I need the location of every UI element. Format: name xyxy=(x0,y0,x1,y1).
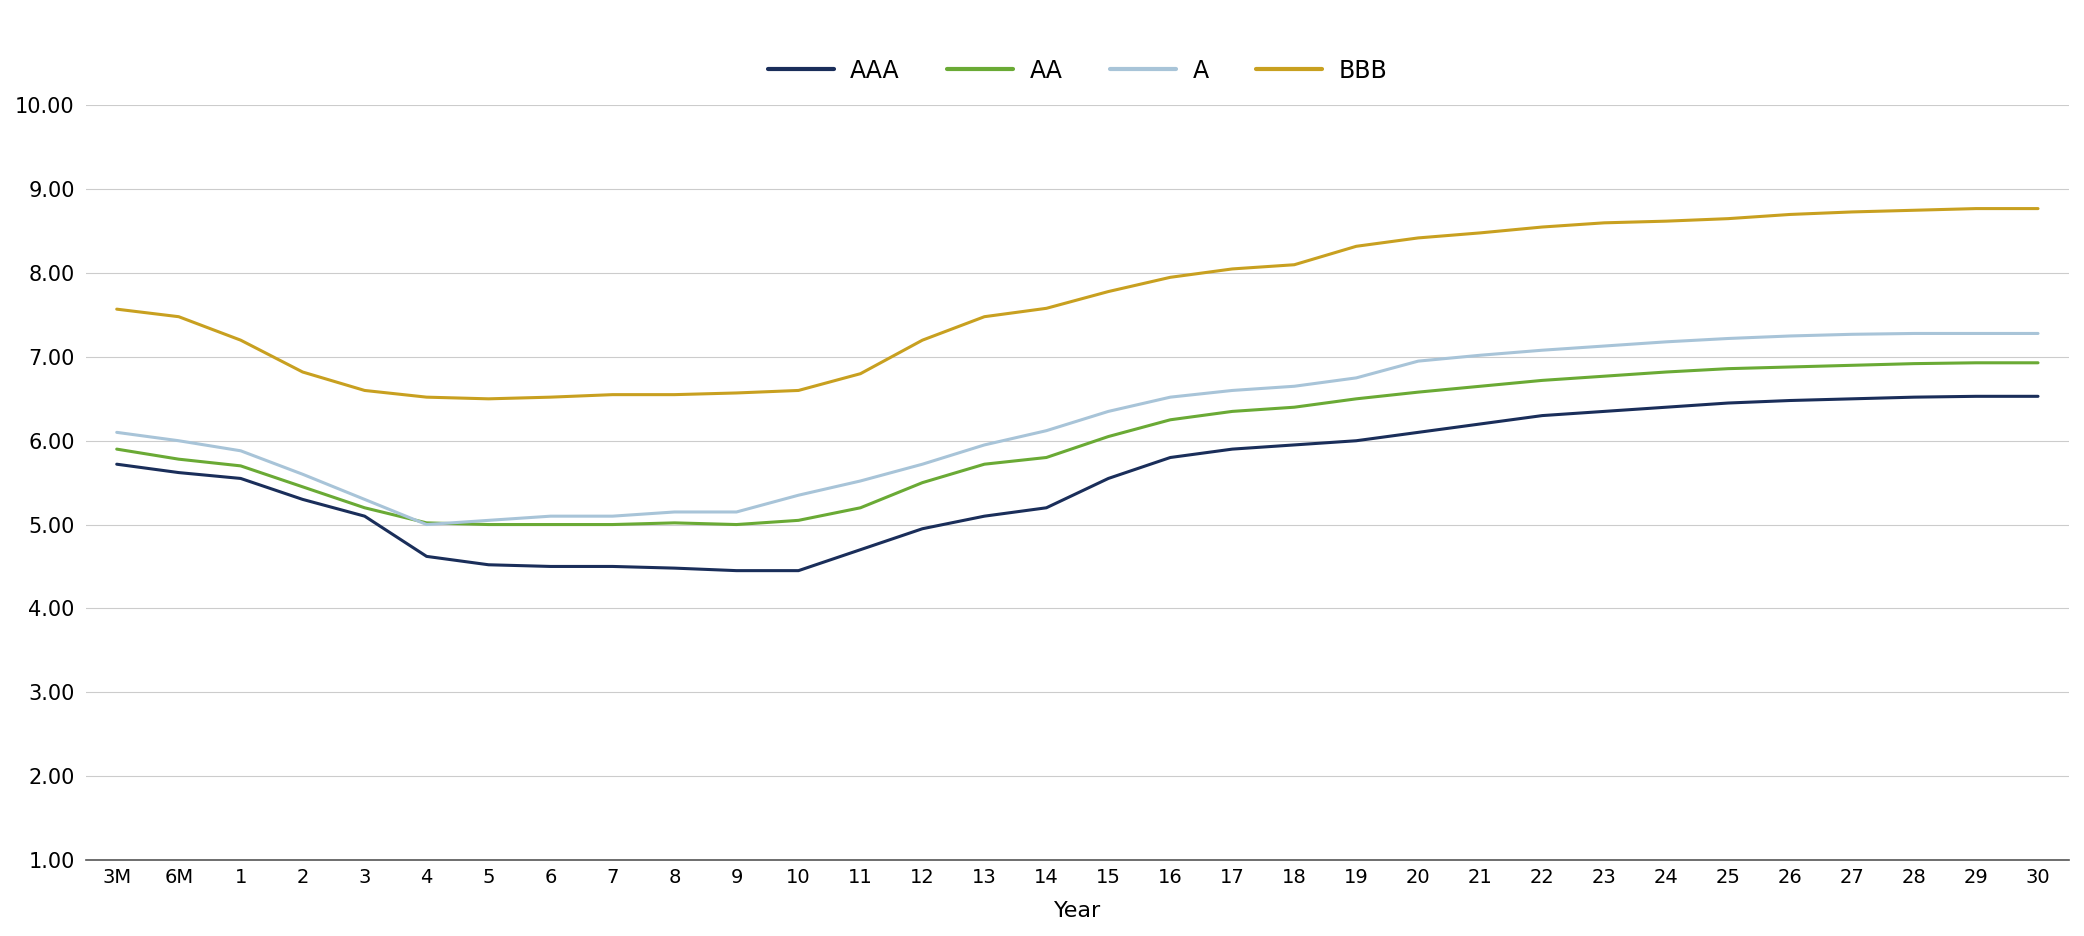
Legend: AAA, AA, A, BBB: AAA, AA, A, BBB xyxy=(759,50,1396,93)
X-axis label: Year: Year xyxy=(1055,901,1100,921)
